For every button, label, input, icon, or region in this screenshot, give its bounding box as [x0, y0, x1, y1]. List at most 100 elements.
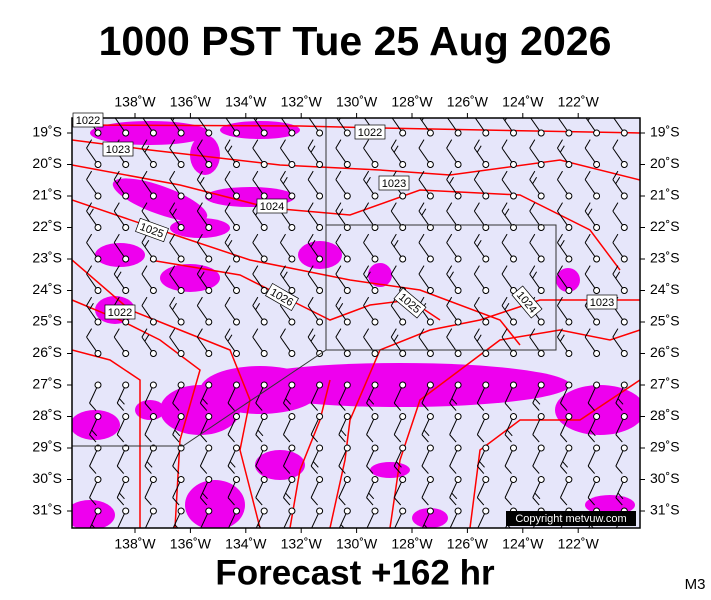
wind-barb — [587, 413, 601, 443]
wind-barb — [169, 139, 185, 168]
barb-staff — [557, 210, 568, 226]
barb-flag — [532, 465, 540, 474]
barb-staff — [252, 305, 263, 320]
barb-staff — [501, 210, 513, 226]
barb-flag — [141, 265, 148, 275]
barb-staff — [473, 336, 485, 352]
barb-staff — [113, 273, 125, 289]
barb-flag — [227, 465, 235, 474]
lon-label-top: 136˚W — [170, 94, 212, 110]
barb-flag — [335, 202, 342, 212]
wind-barb — [280, 118, 296, 137]
wind-barb — [307, 139, 324, 168]
barb-staff — [476, 387, 485, 404]
barb-staff — [255, 419, 264, 435]
barb-flag — [393, 465, 402, 474]
barb-staff — [559, 482, 569, 498]
barb-flag — [86, 170, 93, 180]
barb-station — [620, 192, 628, 200]
wind-barb — [557, 265, 573, 294]
region-boxes — [72, 118, 557, 447]
barb-flag — [196, 170, 203, 180]
barb-flag — [501, 170, 508, 180]
barb-flag — [255, 402, 263, 411]
lon-label-top: 130˚W — [336, 94, 378, 110]
barb-staff — [393, 387, 402, 404]
barb-flag — [479, 461, 485, 468]
lon-label-top: 126˚W — [447, 94, 489, 110]
barb-staff — [169, 179, 180, 194]
barb-staff — [310, 387, 319, 404]
barb-flag — [557, 296, 563, 306]
barb-station — [565, 255, 573, 263]
title: 1000 PST Tue 25 Aug 2026 — [99, 18, 612, 64]
barb-flag — [421, 402, 429, 411]
lat-label-right: 31˚S — [650, 502, 680, 518]
barb-staff — [255, 513, 264, 528]
barb-flag — [144, 434, 152, 443]
wind-barb — [557, 202, 573, 231]
wind-barb — [446, 170, 462, 200]
wind-barb — [335, 118, 351, 137]
wind-barb — [113, 265, 130, 294]
barb-staff — [310, 419, 319, 435]
barb-flag — [88, 529, 98, 536]
wind-barb — [446, 118, 462, 137]
isobar-label: 1023 — [378, 175, 410, 191]
wind-barb — [141, 328, 157, 357]
lon-label-bottom: 122˚W — [558, 536, 600, 552]
barb-flag — [118, 492, 125, 500]
wind-barb — [612, 265, 628, 294]
barb-staff — [557, 273, 568, 289]
barb-staff — [307, 305, 319, 320]
wind-barb — [335, 328, 351, 357]
barb-flag — [532, 497, 540, 506]
barb-staff — [584, 273, 596, 289]
isobar-label: 1023 — [586, 294, 618, 310]
barb-staff — [169, 273, 180, 289]
barb-staff — [113, 179, 125, 194]
barb-staff — [116, 513, 125, 528]
wind-barb — [199, 381, 213, 411]
barb-staff — [169, 305, 180, 320]
barb-flag — [421, 434, 429, 443]
barb-flag — [116, 402, 125, 411]
barb-flag — [335, 296, 342, 306]
wind-barb — [501, 265, 517, 294]
barb-staff — [421, 419, 430, 435]
barb-flag — [227, 334, 233, 342]
barb-flag — [144, 145, 150, 153]
barb-flag — [340, 429, 347, 437]
lat-label-left: 31˚S — [32, 502, 62, 518]
wind-barb — [473, 202, 490, 231]
barb-flag — [285, 492, 292, 500]
wind-barb — [421, 444, 434, 474]
barb-staff — [587, 450, 596, 467]
barb-staff — [557, 336, 568, 352]
barb-staff — [338, 387, 347, 404]
barb-flag — [280, 328, 286, 338]
barb-staff — [587, 419, 596, 435]
wind-barb — [199, 413, 213, 443]
barb-staff — [280, 305, 291, 320]
wind-barb — [255, 444, 268, 474]
wind-barb — [144, 476, 157, 506]
barb-flag — [615, 271, 621, 279]
barb-staff — [172, 513, 181, 528]
barb-station — [593, 161, 601, 168]
barb-flag — [169, 328, 176, 338]
wind-barb — [252, 170, 268, 200]
copyright: Copyright metvuw.com — [515, 513, 626, 525]
barb-staff — [252, 147, 263, 163]
wind-barb — [421, 476, 434, 506]
barb-staff — [393, 450, 402, 467]
wind-barb — [393, 507, 407, 528]
barb-staff — [169, 147, 180, 163]
barb-flag — [335, 139, 342, 149]
barb-staff — [252, 273, 263, 289]
barb-flag — [446, 265, 453, 275]
barb-flag — [89, 434, 97, 443]
barb-staff — [501, 242, 513, 257]
barb-flag — [423, 429, 430, 437]
barb-flag — [615, 434, 623, 443]
